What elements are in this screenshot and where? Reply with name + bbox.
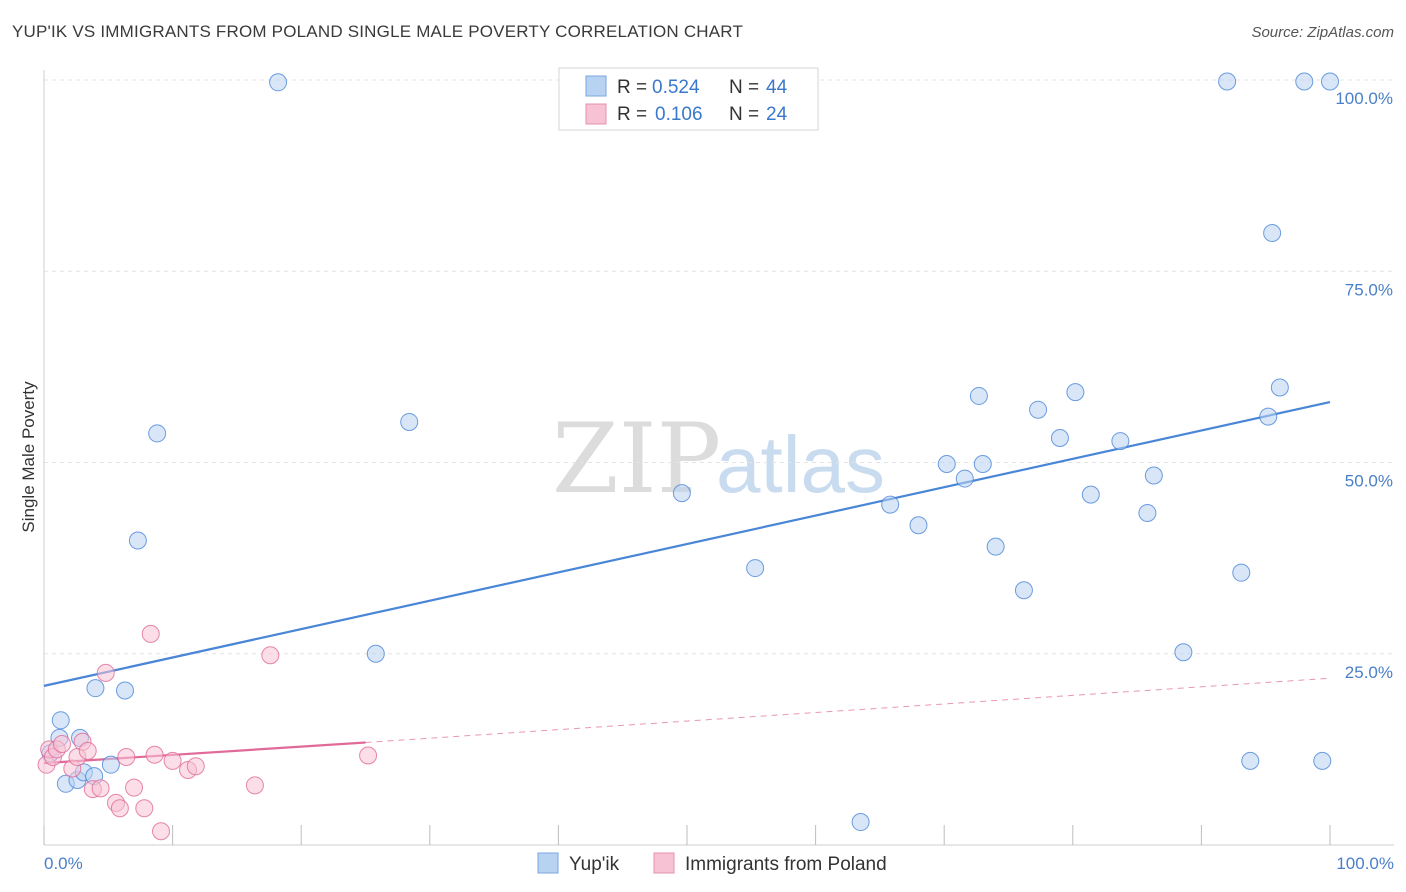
yupik-point-31 [1111, 432, 1130, 451]
yupik-point-8 [86, 679, 105, 698]
yupik-point-28 [1050, 429, 1069, 448]
poland-point-4 [53, 735, 72, 754]
yupik-point-26 [1014, 581, 1033, 600]
poland-point-13 [110, 799, 129, 818]
legend-r-label-yupik: R = [617, 77, 647, 98]
yupik-point-42 [1313, 751, 1332, 770]
yupik-point-25 [986, 537, 1005, 556]
yupik-point-40 [1270, 378, 1289, 397]
y-tick-label-50: 50.0% [1345, 472, 1393, 491]
yupik-point-13 [269, 73, 288, 92]
yupik-point-37 [1241, 751, 1260, 770]
x-tick-label-min: 0.0% [44, 854, 83, 873]
bottom-legend-swatch-poland [653, 852, 675, 874]
bottom-legend-swatch-yupik [537, 852, 559, 874]
chart-title: YUP'IK VS IMMIGRANTS FROM POLAND SINGLE … [12, 22, 744, 41]
y-tick-labels: 25.0% 50.0% 75.0% 100.0% [1335, 89, 1393, 682]
y-axis-title: Single Male Poverty [19, 381, 38, 533]
trend-line-0 [43, 400, 1331, 687]
yupik-point-23 [969, 386, 988, 405]
yupik-point-11 [128, 531, 147, 550]
poland-point-14 [117, 748, 136, 767]
poland-point-25 [359, 746, 378, 765]
bottom-legend: Yup'ik Immigrants from Poland [537, 852, 887, 875]
yupik-point-10 [116, 681, 135, 700]
yupik-point-32 [1138, 503, 1157, 522]
trend-line-1 [43, 741, 366, 765]
legend-n-label-yupik: N = [729, 77, 759, 98]
y-tick-label-75: 75.0% [1345, 280, 1393, 299]
legend-n-value-yupik: 44 [766, 77, 788, 98]
yupik-point-22 [955, 469, 974, 488]
poland-point-15 [125, 778, 144, 797]
trend-lines [43, 400, 1331, 765]
yupik-point-27 [1029, 400, 1048, 419]
yupik-point-24 [973, 455, 992, 474]
poland-point-24 [261, 646, 280, 665]
yupik-point-18 [851, 813, 870, 832]
bottom-legend-label-yupik: Yup'ik [569, 854, 620, 875]
yupik-point-12 [148, 424, 167, 443]
yupik-point-33 [1144, 466, 1163, 485]
poland-point-22 [186, 757, 205, 776]
watermark: ZIP atlas [552, 403, 885, 515]
bottom-legend-label-poland: Immigrants from Poland [685, 854, 887, 875]
yupik-point-41 [1295, 72, 1314, 91]
yupik-point-38 [1259, 407, 1278, 426]
yupik-point-36 [1232, 563, 1251, 582]
data-points [37, 72, 1339, 841]
yupik-point-19 [881, 495, 900, 514]
yupik-point-20 [909, 516, 928, 535]
poland-point-20 [163, 751, 182, 770]
poland-point-18 [145, 745, 164, 764]
legend-box: R = 0.524 N = 44 R = 0.106 N = 24 [558, 67, 819, 131]
legend-n-label-poland: N = [729, 104, 759, 125]
yupik-point-34 [1174, 643, 1193, 662]
poland-point-16 [135, 799, 154, 818]
legend-r-value-yupik: 0.524 [652, 77, 700, 98]
yupik-point-43 [1321, 72, 1339, 91]
yupik-point-39 [1263, 224, 1282, 242]
legend-n-value-poland: 24 [766, 104, 788, 125]
legend-r-label-poland: R = [617, 104, 647, 125]
yupik-point-29 [1066, 383, 1085, 402]
source-label: Source: ZipAtlas.com [1251, 24, 1394, 41]
watermark-atlas: atlas [716, 420, 885, 509]
poland-point-11 [96, 663, 115, 682]
x-tick-label-max: 100.0% [1336, 854, 1394, 873]
yupik-point-14 [366, 644, 385, 663]
yupik-point-16 [672, 484, 691, 503]
poland-point-10 [91, 779, 110, 798]
yupik-point-15 [400, 412, 419, 431]
yupik-point-30 [1081, 485, 1100, 504]
legend-r-value-poland: 0.106 [655, 104, 703, 125]
y-tick-label-25: 25.0% [1345, 663, 1393, 682]
yupik-point-21 [937, 455, 956, 474]
poland-point-19 [152, 822, 171, 841]
poland-point-17 [141, 624, 160, 643]
yupik-point-17 [746, 559, 765, 578]
yupik-point-2 [51, 711, 70, 730]
yupik-point-9 [101, 755, 120, 774]
yupik-point-35 [1218, 72, 1237, 91]
x-axis-ticks [43, 825, 1331, 845]
trend-line-extension-1 [365, 677, 1331, 743]
y-tick-label-100: 100.0% [1335, 89, 1393, 108]
poland-point-23 [245, 776, 264, 795]
gridlines [44, 79, 1394, 655]
poland-point-8 [78, 741, 97, 760]
legend-swatch-poland [585, 103, 607, 125]
legend-swatch-yupik [585, 75, 607, 97]
watermark-zip: ZIP [552, 403, 721, 515]
